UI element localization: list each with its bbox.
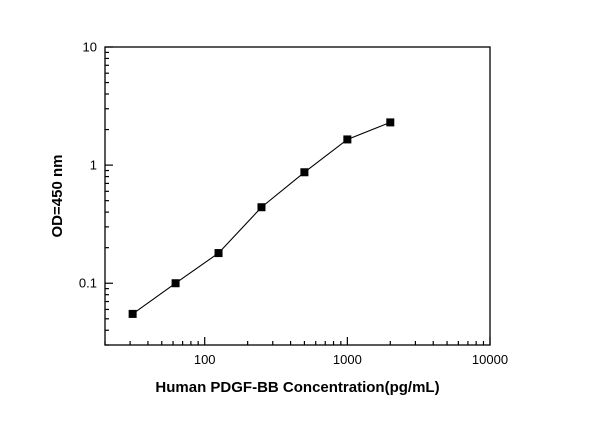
y-axis-label: OD=450 nm	[49, 155, 66, 238]
x-tick-label: 100	[194, 352, 216, 367]
x-tick-label: 1000	[333, 352, 362, 367]
data-point	[128, 309, 137, 318]
data-point	[257, 203, 266, 212]
data-point	[300, 168, 309, 177]
x-tick-label: 10000	[472, 352, 508, 367]
y-tick-label: 1	[90, 158, 97, 173]
y-tick-label: 0.1	[79, 276, 97, 291]
data-point	[214, 249, 223, 258]
data-series-line	[132, 121, 391, 315]
x-axis-label: Human PDGF-BB Concentration(pg/mL)	[155, 379, 439, 396]
data-point	[171, 279, 180, 288]
plot-border	[104, 46, 491, 346]
data-point	[386, 118, 395, 127]
data-point	[343, 135, 352, 144]
y-tick-label: 10	[83, 40, 97, 55]
